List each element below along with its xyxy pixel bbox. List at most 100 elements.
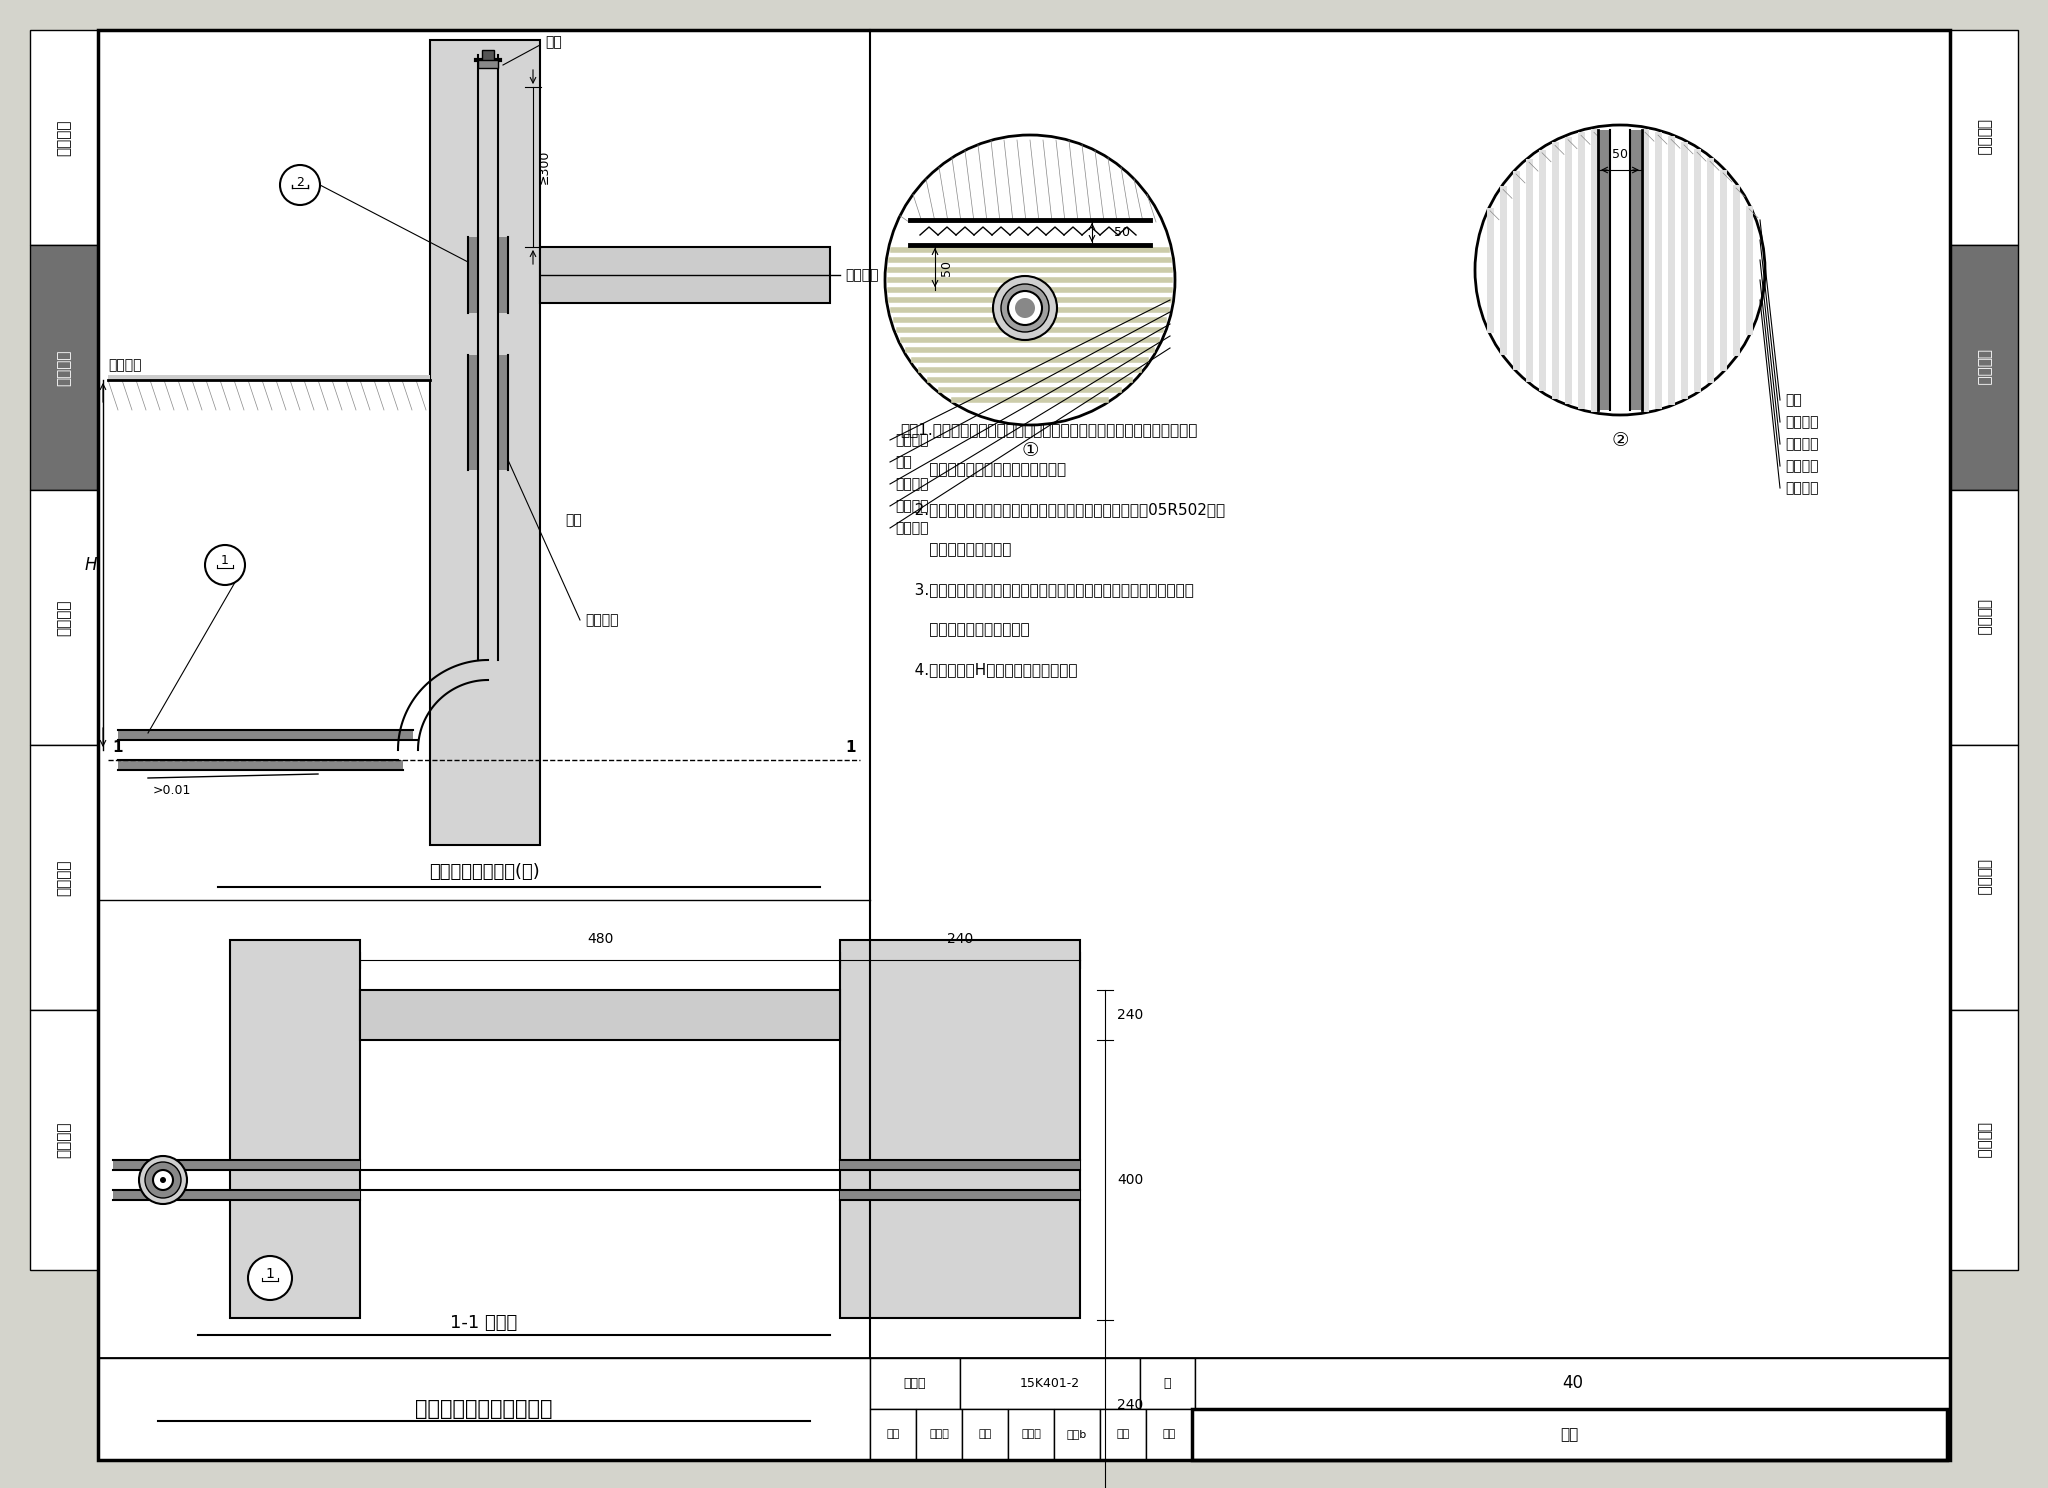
Bar [119, 760, 403, 769]
Text: 水泥砂浆: 水泥砂浆 [895, 521, 928, 536]
Text: 燃气管道引入做法（一）: 燃气管道引入做法（一） [416, 1399, 553, 1420]
Bar [98, 1359, 870, 1460]
Text: ②: ② [1612, 430, 1628, 449]
Bar [229, 940, 360, 1318]
Text: 电气控制: 电气控制 [57, 859, 72, 896]
Text: 2: 2 [297, 177, 303, 189]
Bar [498, 237, 508, 312]
Text: 沥青填实: 沥青填实 [895, 478, 928, 491]
Bar [1950, 30, 2017, 246]
Text: 1: 1 [266, 1266, 274, 1281]
Text: 480: 480 [588, 931, 612, 946]
Text: 40: 40 [1563, 1375, 1583, 1393]
Bar [1630, 129, 1640, 411]
Circle shape [1016, 298, 1034, 318]
Text: 燃气管道引入做法(一): 燃气管道引入做法(一) [428, 863, 539, 881]
Text: 陈雷: 陈雷 [1163, 1430, 1176, 1439]
Bar [840, 1161, 1079, 1170]
Circle shape [1475, 125, 1765, 415]
Text: 液化气站: 液化气站 [57, 600, 72, 635]
Circle shape [1001, 284, 1049, 332]
Circle shape [154, 1170, 172, 1190]
Text: 工程实例: 工程实例 [57, 1122, 72, 1158]
Text: 校对: 校对 [979, 1430, 991, 1439]
Text: 燃气管道: 燃气管道 [895, 433, 928, 446]
Text: 240: 240 [1116, 1399, 1143, 1412]
Bar [31, 1010, 98, 1269]
Bar [1950, 1010, 2017, 1269]
Text: 设计: 设计 [1116, 1430, 1130, 1439]
Bar [840, 940, 1079, 1318]
Text: 丝堵: 丝堵 [545, 36, 561, 49]
Text: 采取适当措施吸收沉降。: 采取适当措施吸收沉降。 [899, 622, 1030, 637]
Text: 1: 1 [846, 740, 856, 754]
Text: 燃气管道: 燃气管道 [1786, 481, 1819, 496]
Circle shape [160, 1177, 166, 1183]
Bar [31, 30, 98, 246]
Text: 设计说明: 设计说明 [1976, 119, 1991, 156]
Bar [31, 246, 98, 490]
Text: 段洁仪: 段洁仪 [930, 1430, 948, 1439]
Bar [1599, 129, 1610, 411]
Text: 施工安装: 施工安装 [1976, 350, 1991, 385]
Bar [840, 1190, 1079, 1199]
Text: 50: 50 [940, 260, 952, 275]
Bar [498, 356, 508, 470]
Text: ≥300: ≥300 [539, 150, 551, 185]
Text: 240: 240 [946, 931, 973, 946]
Text: >0.01: >0.01 [154, 784, 190, 796]
Bar [963, 1409, 1008, 1460]
Bar [1950, 246, 2017, 490]
Text: 50: 50 [1114, 226, 1130, 240]
Text: 4.引入口埋深H需根据规范要求确定。: 4.引入口埋深H需根据规范要求确定。 [899, 662, 1077, 677]
Bar [961, 1359, 1141, 1409]
Bar [31, 745, 98, 1010]
Text: 设计说明: 设计说明 [57, 119, 72, 156]
Circle shape [885, 135, 1176, 426]
Circle shape [248, 1256, 293, 1301]
Bar [1147, 1409, 1192, 1460]
Text: 填砂: 填砂 [565, 513, 582, 527]
Text: 水泥砂浆: 水泥砂浆 [1786, 458, 1819, 473]
Bar [1055, 1409, 1100, 1460]
Text: 油麻填实: 油麻填实 [895, 498, 928, 513]
Bar [1192, 1409, 1948, 1460]
Text: 电气控制: 电气控制 [1976, 859, 1991, 896]
Text: 室外地坪: 室外地坪 [109, 359, 141, 372]
Text: 水泥砂浆: 水泥砂浆 [586, 613, 618, 626]
Text: 图集号: 图集号 [903, 1376, 926, 1390]
Text: 50: 50 [1612, 147, 1628, 161]
Bar [360, 990, 840, 1040]
Text: 沥青填实: 沥青填实 [1786, 415, 1819, 429]
Text: 陈雷: 陈雷 [1561, 1427, 1579, 1442]
Text: H: H [84, 557, 96, 574]
Bar [1950, 745, 2017, 1010]
Text: 审核: 审核 [887, 1430, 899, 1439]
Bar [31, 490, 98, 745]
Bar [1950, 490, 2017, 745]
Text: 240: 240 [1116, 1007, 1143, 1022]
Text: 注：1.本图为由室外直接引入室内的燃气管道引入口做法，管材采用无缝: 注：1.本图为由室外直接引入室内的燃气管道引入口做法，管材采用无缝 [899, 423, 1198, 437]
Text: 3.本图若用于高层建筑或软性地基等沉降量较大的情况时，设计中应: 3.本图若用于高层建筑或软性地基等沉降量较大的情况时，设计中应 [899, 582, 1194, 598]
Text: 套管: 套管 [1786, 393, 1802, 408]
Text: 页: 页 [1163, 1376, 1171, 1390]
Bar [477, 60, 498, 68]
Text: 油麻填实: 油麻填实 [1786, 437, 1819, 451]
Circle shape [281, 165, 319, 205]
Text: 1: 1 [113, 740, 123, 754]
Text: 400: 400 [1116, 1173, 1143, 1187]
Text: 钢管煨弯，套管可采用焊接钢管。: 钢管煨弯，套管可采用焊接钢管。 [899, 463, 1067, 478]
Text: 15K401-2: 15K401-2 [1020, 1376, 1079, 1390]
Text: 1: 1 [221, 555, 229, 567]
Text: 工程实例: 工程实例 [1976, 1122, 1991, 1158]
Bar [1100, 1409, 1147, 1460]
Bar [1194, 1359, 1950, 1409]
Circle shape [139, 1156, 186, 1204]
Circle shape [205, 545, 246, 585]
Bar [113, 1161, 360, 1170]
Text: 2.外墙至室内地面的管段采用加强防腐层，详见国标图集05R502《燃: 2.外墙至室内地面的管段采用加强防腐层，详见国标图集05R502《燃 [899, 503, 1225, 518]
Bar [481, 51, 494, 65]
Text: 施工安装: 施工安装 [57, 350, 72, 385]
Text: 液化气站: 液化气站 [1976, 600, 1991, 635]
Text: ①: ① [1022, 440, 1038, 460]
